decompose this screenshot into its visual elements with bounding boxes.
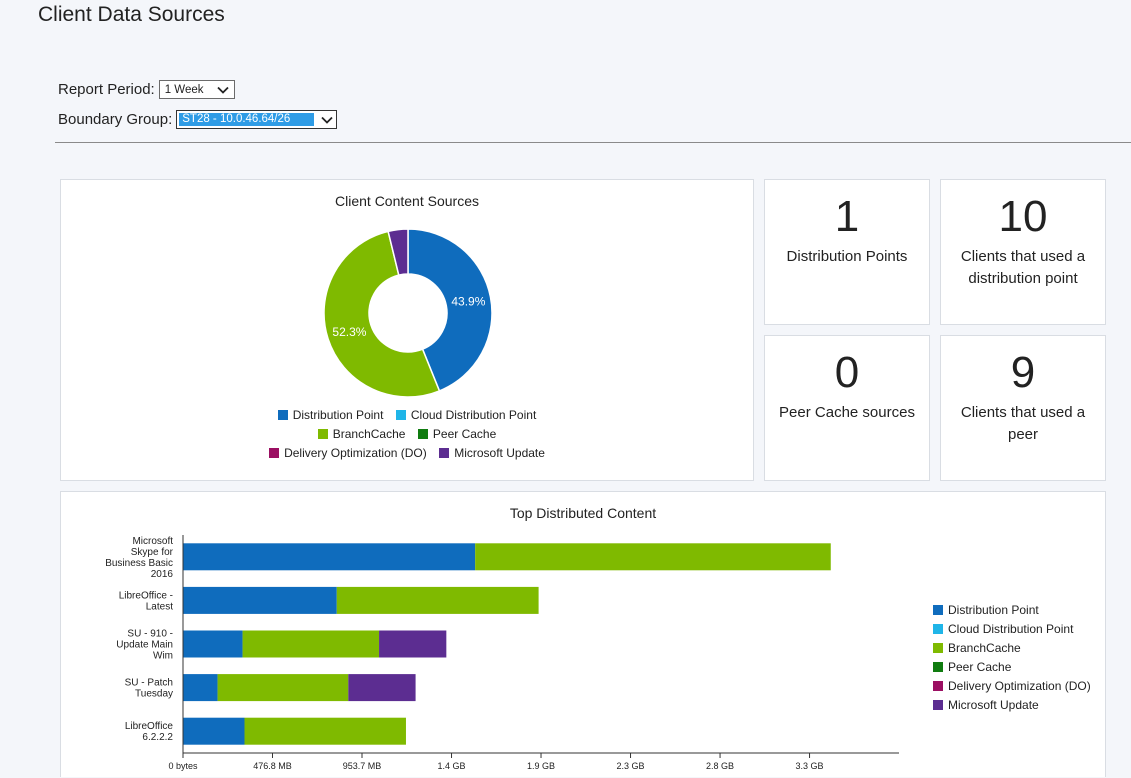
bar-legend: Distribution Point Cloud Distribution Po… xyxy=(929,601,1095,715)
tile-distribution-points: 1 Distribution Points xyxy=(764,179,930,325)
legend-swatch xyxy=(933,605,943,615)
donut-chart: 43.9% 52.3% xyxy=(323,228,493,398)
bar-segment-branchcache[interactable] xyxy=(475,543,831,571)
tile-value: 10 xyxy=(998,192,1048,241)
x-tick-label: 1.9 GB xyxy=(527,761,555,771)
legend-item-branchcache: BranchCache xyxy=(933,639,1021,657)
legend-swatch xyxy=(317,429,328,439)
legend-item-distribution-point: Distribution Point xyxy=(277,406,383,424)
legend-item-branchcache: BranchCache xyxy=(317,425,405,443)
x-tick-label: 3.3 GB xyxy=(796,761,824,771)
report-period-filter: Report Period: 1 Week xyxy=(58,80,235,99)
donut-slice-label: 52.3% xyxy=(332,325,366,339)
bar-segment-branchcache[interactable] xyxy=(244,717,406,745)
bar-category-label: LibreOffice -Latest xyxy=(119,590,174,612)
bar-segment-distribution_point[interactable] xyxy=(183,630,243,658)
bar-category-label: LibreOffice 6.2.2.2 xyxy=(125,721,174,743)
legend-item-microsoft-update: Microsoft Update xyxy=(439,444,545,462)
boundary-group-label: Boundary Group: xyxy=(58,111,173,128)
report-period-label: Report Period: xyxy=(58,81,155,98)
legend-item-peer-cache: Peer Cache xyxy=(417,425,496,443)
tile-label: Clients that used a peer xyxy=(960,404,1086,443)
bar-segment-distribution_point[interactable] xyxy=(183,543,476,571)
donut-chart-title: Client Content Sources xyxy=(335,193,479,209)
x-tick-label: 1.4 GB xyxy=(438,761,466,771)
legend-swatch xyxy=(933,624,943,634)
top-distributed-content-panel: Top Distributed Content Microsoft Skype f… xyxy=(60,491,1106,777)
donut-slice-distribution_point[interactable] xyxy=(407,228,493,392)
bar-category-label: Microsoft Skype for Business Basic 2016 xyxy=(105,536,173,580)
legend-item-cloud-distribution-point: Cloud Distribution Point xyxy=(395,406,536,424)
bar-category-label: SU - Patch Tuesday xyxy=(125,678,173,700)
bar-segment-branchcache[interactable] xyxy=(217,674,349,702)
filter-divider xyxy=(55,142,1131,143)
report-period-value: 1 Week xyxy=(164,83,204,96)
page-title: Client Data Sources xyxy=(38,3,225,26)
tile-label: Clients that used a distribution point xyxy=(960,248,1086,287)
bar-segment-branchcache[interactable] xyxy=(242,630,380,658)
legend-item-delivery-optimization: Delivery Optimization (DO) xyxy=(933,677,1091,695)
boundary-group-filter: Boundary Group: ST28 - 10.0.46.64/26 xyxy=(58,110,338,129)
legend-item-delivery-optimization: Delivery Optimization (DO) xyxy=(269,444,427,462)
boundary-group-value: ST28 - 10.0.46.64/26 xyxy=(179,113,315,126)
legend-swatch xyxy=(277,410,288,420)
tile-value: 9 xyxy=(1010,348,1036,397)
bar-chart-title: Top Distributed Content xyxy=(509,505,657,521)
legend-item-microsoft-update: Microsoft Update xyxy=(933,696,1039,714)
bar-chart: Microsoft Skype for Business Basic 2016 Libr… xyxy=(105,535,899,771)
tile-peer-cache-sources: 0 Peer Cache sources xyxy=(764,335,930,481)
legend-item-cloud-distribution-point: Cloud Distribution Point xyxy=(933,620,1073,638)
donut-slice-label: 43.9% xyxy=(451,294,485,308)
x-tick-label: 476.8 MB xyxy=(253,761,292,771)
legend-swatch xyxy=(417,429,428,439)
tile-clients-used-peer: 9 Clients that used a peer xyxy=(940,335,1106,481)
chevron-down-icon xyxy=(217,86,229,94)
legend-swatch xyxy=(933,700,943,710)
legend-item-peer-cache: Peer Cache xyxy=(933,658,1011,676)
tile-value: 1 xyxy=(834,192,860,241)
client-content-sources-panel: Client Content Sources 43.9% 52.3% Distri… xyxy=(60,179,754,481)
chevron-down-icon xyxy=(321,116,333,124)
bar-segment-distribution_point[interactable] xyxy=(183,674,218,702)
x-tick-label: 2.8 GB xyxy=(706,761,734,771)
bar-category-label: SU - 910 -Update Main Wim xyxy=(116,629,173,662)
x-tick-label: 953.7 MB xyxy=(343,761,382,771)
legend-item-distribution-point: Distribution Point xyxy=(933,601,1039,619)
legend-swatch xyxy=(933,662,943,672)
bar-segment-branchcache[interactable] xyxy=(336,586,539,614)
legend-swatch xyxy=(933,681,943,691)
bar-segment-distribution_point[interactable] xyxy=(183,586,337,614)
report-period-select[interactable]: 1 Week xyxy=(158,80,235,99)
bar-segment-microsoft_update[interactable] xyxy=(379,630,447,658)
legend-swatch xyxy=(439,448,450,458)
x-tick-label: 2.3 GB xyxy=(617,761,645,771)
legend-swatch xyxy=(395,410,406,420)
boundary-group-select[interactable]: ST28 - 10.0.46.64/26 xyxy=(176,110,338,129)
tile-label: Peer Cache sources xyxy=(779,404,915,421)
legend-swatch xyxy=(933,643,943,653)
x-tick-label: 0 bytes xyxy=(168,761,198,771)
tile-clients-used-dp: 10 Clients that used a distribution poin… xyxy=(940,179,1106,325)
legend-swatch xyxy=(269,448,280,458)
tile-label: Distribution Points xyxy=(786,248,908,265)
donut-slice-branchcache[interactable] xyxy=(323,230,441,398)
donut-slice-microsoft_update[interactable] xyxy=(387,228,409,277)
donut-legend: Distribution Point Cloud Distribution Po… xyxy=(61,406,753,463)
bar-segment-distribution_point[interactable] xyxy=(183,717,245,745)
tile-value: 0 xyxy=(834,348,860,397)
bar-segment-microsoft_update[interactable] xyxy=(348,674,416,702)
